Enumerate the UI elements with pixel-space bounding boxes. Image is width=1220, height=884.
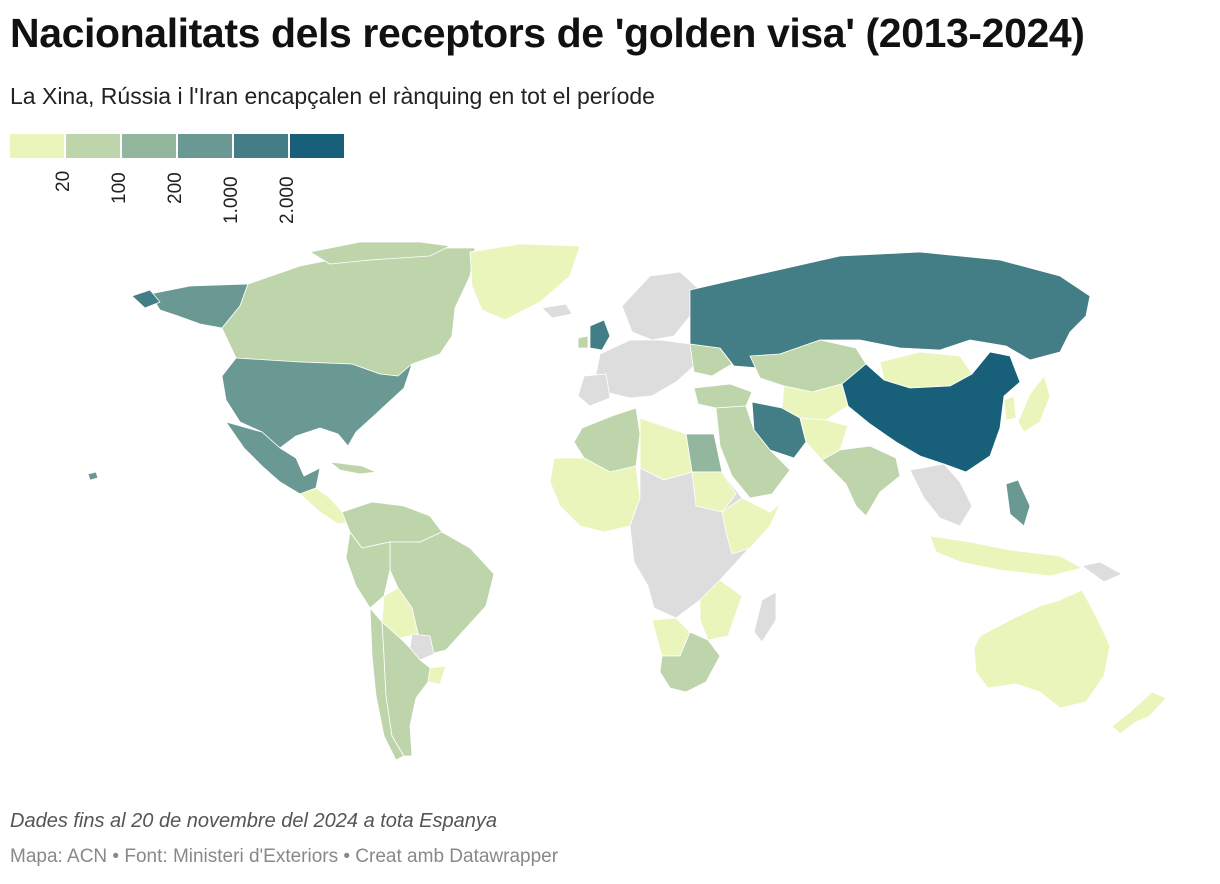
country-mexico[interactable] — [225, 421, 321, 495]
country-russia[interactable] — [689, 251, 1091, 369]
legend-swatch-1 — [10, 134, 64, 158]
country-new-zealand[interactable] — [1111, 691, 1167, 735]
country-united-kingdom[interactable] — [589, 319, 611, 351]
region-arabian-peninsula[interactable] — [715, 405, 791, 499]
country-paraguay[interactable] — [409, 633, 435, 661]
world-choropleth-map — [87, 241, 1167, 761]
color-legend: 20 100 200 1.000 2.000 — [10, 134, 346, 234]
country-ireland[interactable] — [577, 335, 589, 349]
credits-line: Mapa: ACN • Font: Ministeri d'Exteriors … — [10, 846, 559, 867]
country-madagascar[interactable] — [753, 591, 777, 643]
region-western-europe[interactable] — [595, 339, 695, 399]
region-canadian-arctic[interactable] — [309, 241, 451, 265]
region-west-africa[interactable] — [549, 457, 641, 533]
legend-swatch-4 — [178, 134, 232, 158]
country-turkey[interactable] — [693, 383, 753, 409]
country-sudan[interactable] — [691, 471, 737, 513]
region-scandinavia[interactable] — [621, 271, 701, 341]
region-korea[interactable] — [1003, 395, 1017, 421]
region-east-africa[interactable] — [721, 497, 781, 555]
legend-swatch-2 — [66, 134, 120, 158]
footnote: Dades fins al 20 de novembre del 2024 a … — [10, 810, 497, 832]
legend-swatch-3 — [122, 134, 176, 158]
legend-tick-1000: 1.000 — [221, 176, 242, 224]
country-libya[interactable] — [639, 417, 693, 481]
region-aleutian-islands[interactable] — [131, 289, 161, 309]
region-central-america[interactable] — [299, 487, 351, 525]
country-hawaii-region[interactable] — [87, 471, 99, 481]
country-philippines[interactable] — [1005, 479, 1031, 527]
country-iceland[interactable] — [541, 303, 573, 319]
country-canada[interactable] — [221, 247, 476, 377]
region-iberia[interactable] — [577, 373, 611, 407]
country-india[interactable] — [821, 445, 901, 517]
legend-swatch-6 — [290, 134, 344, 158]
country-papua-new-guinea[interactable] — [1081, 561, 1123, 583]
chart-title: Nacionalitats dels receptors de 'golden … — [10, 10, 1085, 56]
country-argentina[interactable] — [381, 621, 431, 757]
country-australia[interactable] — [973, 589, 1111, 709]
country-united-states[interactable] — [221, 357, 413, 449]
legend-tick-100: 100 — [109, 172, 130, 204]
legend-tick-2000: 2.000 — [277, 176, 298, 224]
legend-tick-200: 200 — [165, 172, 186, 204]
country-uruguay[interactable] — [427, 665, 447, 685]
region-caribbean[interactable] — [329, 461, 377, 475]
country-south-africa[interactable] — [659, 631, 721, 693]
country-japan[interactable] — [1017, 375, 1051, 433]
region-mozambique-tanzania[interactable] — [699, 579, 743, 641]
region-southeast-asia[interactable] — [909, 463, 973, 527]
chart-subtitle: La Xina, Rússia i l'Iran encapçalen el r… — [10, 83, 655, 109]
country-china[interactable] — [841, 351, 1021, 473]
legend-swatch-5 — [234, 134, 288, 158]
region-indonesia[interactable] — [929, 535, 1083, 577]
legend-tick-20: 20 — [53, 170, 74, 192]
region-greenland[interactable] — [469, 243, 581, 321]
